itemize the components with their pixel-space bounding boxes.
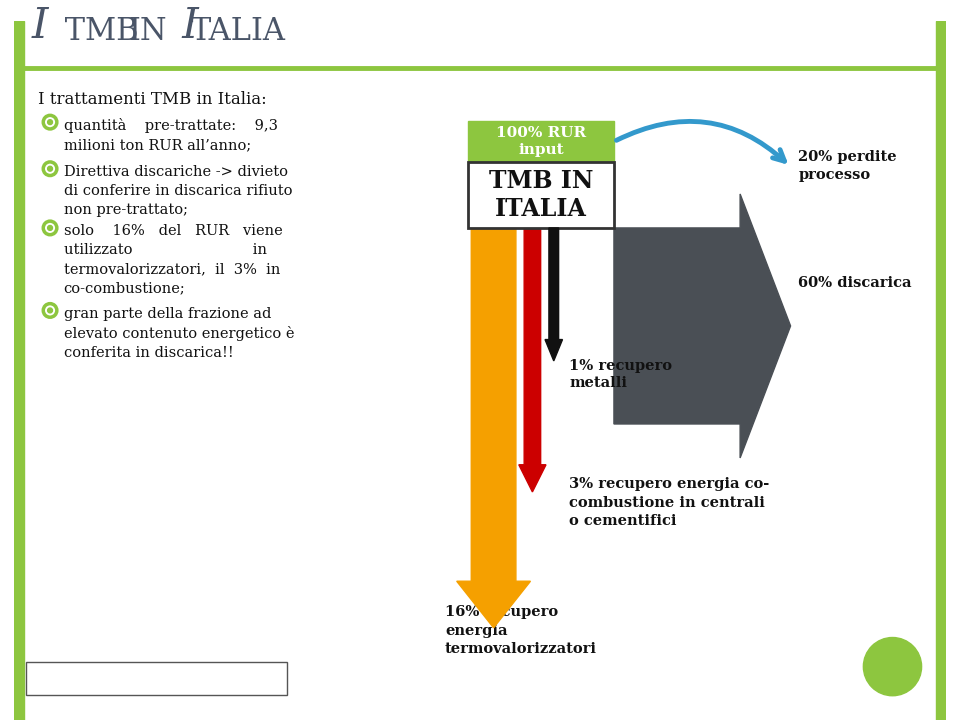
Bar (936, 21, 946, 720)
Circle shape (48, 120, 53, 125)
FancyBboxPatch shape (26, 662, 287, 695)
Text: 1% recupero
metalli: 1% recupero metalli (569, 359, 672, 390)
Text: quantità    pre-trattate:    9,3
milioni ton RUR all’anno;: quantità pre-trattate: 9,3 milioni ton R… (63, 118, 277, 152)
Text: 100% RUR
input: 100% RUR input (496, 126, 587, 157)
Text: 60% discarica: 60% discarica (799, 276, 912, 290)
FancyArrow shape (518, 228, 546, 492)
Text: I: I (169, 6, 199, 48)
Circle shape (863, 637, 922, 696)
Bar (468, 121, 614, 162)
Text: IN: IN (129, 17, 167, 48)
Text: TMB: TMB (55, 17, 148, 48)
FancyArrow shape (457, 228, 531, 628)
Bar (14, 21, 24, 720)
Text: Direttiva discariche -> divieto
di conferire in discarica rifiuto
non pre-tratta: Direttiva discariche -> divieto di confe… (63, 165, 292, 217)
Circle shape (48, 308, 53, 313)
FancyArrow shape (545, 228, 563, 361)
Text: solo    16%   del   RUR   viene
utilizzato                          in
termovalo: solo 16% del RUR viene utilizzato in ter… (63, 224, 282, 295)
Text: TMB IN
ITALIA: TMB IN ITALIA (489, 169, 593, 221)
Text: Fonte: elaborazione dati ISPRA 2010: Fonte: elaborazione dati ISPRA 2010 (34, 672, 268, 685)
Text: 16% recupero
energia
termovalorizzatori: 16% recupero energia termovalorizzatori (445, 606, 597, 656)
Text: I: I (32, 6, 48, 48)
Circle shape (48, 225, 53, 230)
Text: TALIA: TALIA (191, 17, 286, 48)
FancyArrowPatch shape (616, 122, 784, 161)
Text: I trattamenti TMB in Italia:: I trattamenti TMB in Italia: (38, 91, 267, 108)
FancyBboxPatch shape (468, 162, 614, 228)
Text: 3% recupero energia co-
combustione in centrali
o cementifici: 3% recupero energia co- combustione in c… (569, 477, 770, 528)
Circle shape (48, 166, 53, 171)
Text: gran parte della frazione ad
elevato contenuto energetico è
conferita in discari: gran parte della frazione ad elevato con… (63, 307, 294, 360)
Polygon shape (614, 194, 791, 458)
Text: 20% perdite
processo: 20% perdite processo (799, 150, 897, 181)
